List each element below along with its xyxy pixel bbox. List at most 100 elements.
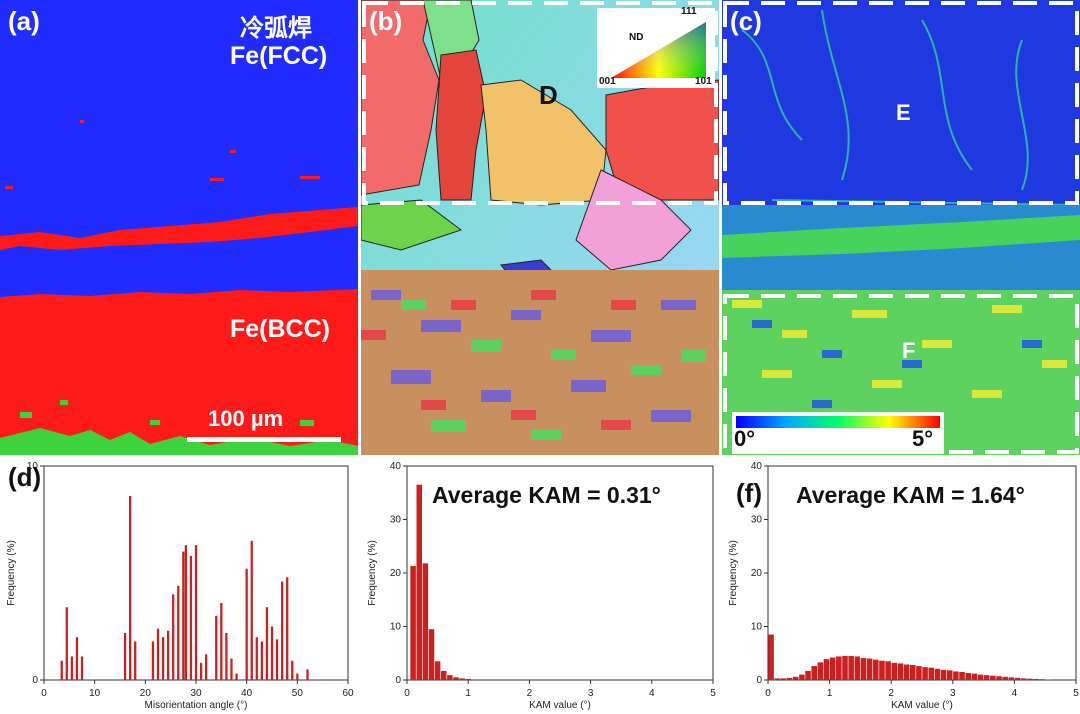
histogram-bar: [235, 673, 238, 680]
x-tick-label: 5: [710, 688, 716, 699]
histogram-bar: [990, 675, 996, 680]
y-tick-label: 20: [751, 568, 763, 579]
histogram-bar: [928, 667, 935, 680]
histogram-bar: [199, 662, 203, 680]
histogram-bar: [291, 660, 294, 680]
histogram-bar: [410, 566, 416, 680]
x-tick-label: 10: [89, 688, 101, 699]
histogram-bar: [286, 577, 289, 680]
histogram-bar: [823, 659, 830, 680]
y-axis-label: Frequency (%): [367, 540, 378, 606]
region-e-label: E: [896, 100, 911, 125]
panel-label-f: (f): [736, 478, 762, 508]
y-axis-label: Frequency (%): [6, 540, 17, 606]
histogram-bar: [792, 676, 799, 680]
kam-scale-max: 5°: [912, 426, 934, 451]
histogram-bar: [1002, 676, 1008, 680]
histogram-bar: [260, 641, 264, 680]
x-axis-label: KAM value (°): [891, 700, 953, 711]
y-tick-label: 40: [390, 461, 402, 472]
panel-label-d: (d): [8, 462, 42, 492]
histogram-bar: [805, 670, 811, 680]
histogram-bar: [1027, 678, 1033, 680]
x-tick-label: 30: [190, 688, 202, 699]
histogram-bar: [854, 656, 861, 680]
kam-color-scale: [736, 416, 940, 428]
x-tick-label: 0: [765, 688, 771, 699]
histogram-bar: [422, 563, 429, 680]
histogram-bar: [897, 663, 904, 680]
histogram-bar: [983, 675, 990, 680]
histogram-bar: [916, 666, 922, 680]
phase-map-image: [0, 0, 358, 455]
histogram-bar: [1045, 679, 1052, 680]
avg-kam-annotation-f: Average KAM = 1.64°: [796, 482, 1025, 508]
histogram-bar: [166, 630, 170, 680]
x-tick-label: 5: [1073, 688, 1079, 699]
histogram-bar: [306, 669, 309, 680]
x-tick-label: 0: [41, 688, 47, 699]
histogram-bar: [836, 656, 842, 680]
kam-histogram-bcc: 0 1 2 3 4 5 0 10 20 30 40 KAM value (°) Frequency (%…: [728, 461, 1079, 711]
fcc-phase-label: Fe(FCC): [230, 42, 328, 70]
x-tick-label: 50: [292, 688, 304, 699]
histogram-bar: [953, 671, 959, 680]
histogram-bar: [230, 658, 233, 680]
histogram-bar: [903, 664, 910, 680]
region-d-label: D: [539, 80, 558, 110]
kam-map-panel: (c) E F 0° 5°: [722, 0, 1080, 455]
histogram-bar: [879, 660, 885, 680]
phase-map-panel: (a) 冷弧焊 Fe(FCC) Fe(BCC) 100 µm: [0, 0, 358, 455]
x-axis-label: Misorientation angle (°): [145, 700, 248, 711]
histogram-bar: [786, 677, 793, 680]
histogram-bar: [848, 655, 854, 680]
grain-red-mid: [435, 49, 487, 201]
histogram-bar: [161, 637, 165, 680]
histogram-bar: [428, 629, 435, 680]
bcc-phase-label: Fe(BCC): [230, 315, 330, 343]
histogram-bar: [280, 581, 284, 680]
scalebar-label: 100 µm: [208, 406, 284, 431]
x-tick-label: 1: [465, 688, 471, 699]
y-tick-label: 0: [395, 675, 401, 686]
histogram-bar: [453, 677, 459, 680]
y-tick-label: 40: [751, 461, 763, 472]
histogram-bar: [1020, 678, 1027, 680]
histogram-bar: [60, 660, 63, 680]
misorientation-histogram: 0 10 20 30 40 50 60 0 10 Misorientation angle (°)…: [6, 461, 354, 711]
fine-grain-mix: [371, 290, 696, 422]
grain-boundary-speckles: [0, 400, 358, 455]
bcc-region: [0, 289, 358, 455]
histogram-bar: [971, 673, 978, 680]
histogram-bar: [829, 657, 836, 680]
y-axis-label: Frequency (%): [728, 540, 739, 606]
ipf-legend: [597, 8, 715, 88]
histogram-bar: [270, 626, 274, 680]
histogram-bar: [922, 667, 928, 680]
legend-111: 111: [681, 6, 697, 17]
x-tick-label: 2: [527, 688, 533, 699]
histogram-bar: [934, 668, 941, 680]
histogram-bar: [1014, 677, 1021, 680]
y-tick-label: 0: [756, 675, 762, 686]
x-tick-label: 0: [404, 688, 410, 699]
histogram-bar: [811, 666, 817, 680]
kam-streaks: [741, 9, 1080, 206]
panel-label-a: (a): [8, 6, 40, 36]
legend-001: 001: [599, 76, 616, 87]
histogram-bar: [184, 545, 188, 680]
histogram-bar: [780, 678, 787, 680]
histogram-bar: [75, 637, 79, 680]
histogram-bar: [977, 674, 984, 680]
y-tick-label: 30: [751, 515, 763, 526]
histogram-bar: [245, 568, 248, 680]
histogram-bar: [842, 655, 848, 680]
histogram-bar: [866, 658, 873, 680]
weld-type-title: 冷弧焊: [240, 15, 312, 42]
y-tick-label: 10: [27, 461, 39, 472]
histogram-bar: [768, 634, 774, 680]
histogram-bar: [177, 585, 180, 680]
histogram-bar: [156, 628, 160, 680]
y-tick-label: 30: [390, 515, 402, 526]
histogram-bar: [465, 678, 471, 680]
